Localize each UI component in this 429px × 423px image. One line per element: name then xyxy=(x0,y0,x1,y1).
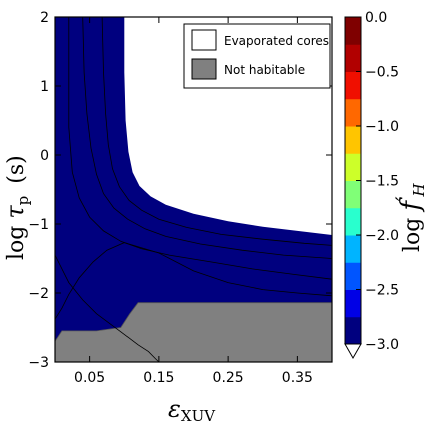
colorbar-segment xyxy=(345,71,361,100)
y-tick-label: −1 xyxy=(28,217,49,233)
colorbar-segment xyxy=(345,44,361,72)
legend-swatch-evaporated xyxy=(191,29,217,51)
colorbar-tick-label: −3.0 xyxy=(365,337,399,353)
contour-line-3 xyxy=(54,242,333,320)
x-tick-label: 0.05 xyxy=(74,370,105,386)
x-tick-label: 0.35 xyxy=(282,370,313,386)
y-axis-label-prefix: log xyxy=(4,219,29,260)
colorbar-segment xyxy=(345,207,361,236)
y-tick-label: −2 xyxy=(28,286,49,302)
svg-text:εXUV: εXUV xyxy=(168,395,216,423)
colorbar-ticks: 0.0 −0.5 −1.0 −1.5 −2.0 −2.5 −3.0 xyxy=(356,10,399,353)
colorbar-segment xyxy=(345,180,361,209)
legend-label-evaporated: Evaporated cores xyxy=(224,34,329,48)
y-axis-label-subscript: p xyxy=(14,196,32,206)
y-tick-label: 1 xyxy=(40,79,49,95)
colorbar-segment xyxy=(345,316,361,345)
colorbar-segment xyxy=(345,98,361,127)
colorbar-label-subscript: H xyxy=(410,182,428,197)
colorbar-segment xyxy=(345,235,361,263)
x-tick-label: 0.25 xyxy=(213,370,244,386)
x-tick-label: 0.15 xyxy=(143,370,174,386)
x-axis-ticks: 0.05 0.15 0.25 0.35 xyxy=(74,17,313,386)
colorbar-label-prefix: log xyxy=(400,211,425,252)
colorbar-segment xyxy=(345,17,361,45)
colorbar-tick-label: −2.0 xyxy=(365,228,399,244)
colorbar-label-prime: ′ xyxy=(391,196,415,201)
colorbar-tick-label: −1.0 xyxy=(365,119,399,135)
contour-line-0 xyxy=(68,17,333,280)
colorbar-extend-triangle xyxy=(344,343,362,360)
contour-boundaries xyxy=(54,16,333,363)
legend: Evaporated cores Not habitable xyxy=(183,23,331,89)
colorbar-tick-label: 0.0 xyxy=(365,10,387,26)
colorbar-segment xyxy=(345,126,361,154)
x-axis-label-subscript: XUV xyxy=(181,407,216,423)
y-tick-label: −3 xyxy=(28,355,49,371)
y-axis-label-unit: (s) xyxy=(4,155,29,183)
x-axis-label-symbol: ε xyxy=(168,395,181,423)
contour-line-1 xyxy=(82,16,333,259)
legend-swatch-not-habitable xyxy=(191,58,217,80)
y-axis-ticks: 2 1 0 −1 −2 −3 xyxy=(28,10,332,371)
contour-line-2 xyxy=(101,16,333,246)
plot-frame xyxy=(54,16,333,363)
legend-label-not-habitable: Not habitable xyxy=(224,63,305,77)
colorbar-segment xyxy=(345,262,361,290)
colorbar-tick-label: −0.5 xyxy=(365,65,399,81)
contour-region-5 xyxy=(55,17,332,362)
y-axis-label: log τp (s) xyxy=(1,155,32,260)
x-axis-label: εXUV xyxy=(168,395,216,423)
contour-line-4 xyxy=(54,254,160,363)
colorbar: 0.0 −0.5 −1.0 −1.5 −2.0 −2.5 −3.0 xyxy=(344,10,399,360)
colorbar-tick-label: −1.5 xyxy=(365,174,399,190)
colorbar-segment xyxy=(345,153,361,181)
y-tick-label: 0 xyxy=(40,148,49,164)
colorbar-segments xyxy=(345,17,361,345)
y-tick-label: 2 xyxy=(40,10,49,26)
y-axis-label-symbol: τ xyxy=(1,205,29,219)
svg-text:log τp(s): log τp (s) xyxy=(1,155,32,260)
colorbar-tick-label: −2.5 xyxy=(365,283,399,299)
colorbar-segment xyxy=(345,289,361,318)
